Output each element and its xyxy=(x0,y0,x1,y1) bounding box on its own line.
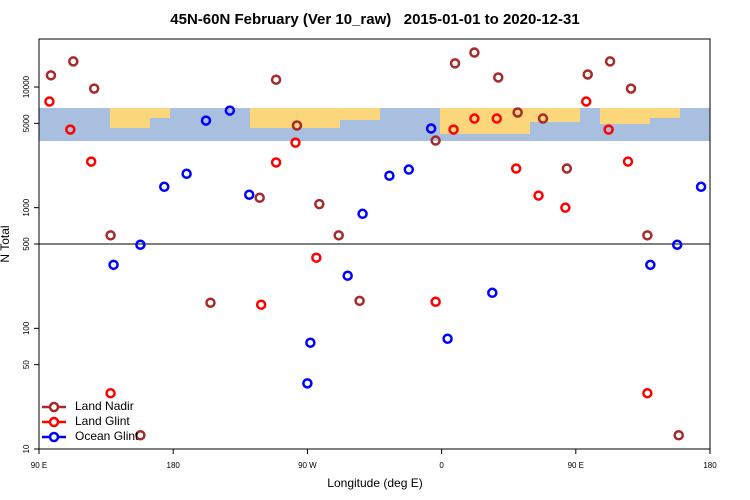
point xyxy=(533,190,544,201)
point xyxy=(449,58,461,69)
point xyxy=(403,164,415,175)
point xyxy=(645,259,656,271)
point xyxy=(384,170,395,181)
point xyxy=(270,157,282,168)
point xyxy=(580,96,592,107)
legend-label: Land Nadir xyxy=(75,399,134,413)
y-tick-label: 5000 xyxy=(22,114,31,132)
point xyxy=(671,239,683,250)
point xyxy=(291,120,303,131)
point xyxy=(491,113,503,124)
map-land xyxy=(110,108,680,134)
point xyxy=(469,113,480,124)
point xyxy=(224,105,236,116)
x-tick-label: 180 xyxy=(703,461,717,470)
point xyxy=(673,430,684,441)
y-tick-label: 10 xyxy=(22,444,31,453)
point xyxy=(642,230,653,241)
y-tick-label: 50 xyxy=(22,360,31,369)
point xyxy=(135,430,146,441)
point xyxy=(642,387,653,399)
legend-label: Ocean Glint xyxy=(75,429,139,443)
point xyxy=(561,163,573,174)
point xyxy=(243,189,255,200)
legend-label: Land Glint xyxy=(75,414,130,428)
point xyxy=(44,96,55,107)
point xyxy=(357,208,368,220)
point xyxy=(205,297,216,308)
point xyxy=(333,230,344,241)
x-tick-label: 90 E xyxy=(568,461,584,470)
point xyxy=(448,124,459,135)
legend-marker xyxy=(48,401,60,413)
x-tick-label: 90 W xyxy=(298,461,317,470)
y-tick-label: 500 xyxy=(22,237,31,251)
x-tick-label: 0 xyxy=(439,461,444,470)
point xyxy=(290,137,301,148)
point xyxy=(342,270,353,281)
point xyxy=(314,198,325,210)
point xyxy=(354,295,365,307)
point xyxy=(425,123,437,134)
point xyxy=(305,337,316,348)
point xyxy=(311,252,322,263)
point xyxy=(88,83,100,94)
y-tick-label: 100 xyxy=(22,321,31,335)
point xyxy=(45,70,57,81)
y-tick-label: 1000 xyxy=(22,198,31,216)
point xyxy=(625,83,637,94)
point xyxy=(105,230,116,241)
point xyxy=(135,239,146,250)
point xyxy=(85,156,97,167)
y-axis-label: N Total xyxy=(0,225,12,262)
legend-marker xyxy=(48,431,60,443)
point xyxy=(537,113,549,124)
point xyxy=(302,378,313,389)
point xyxy=(159,181,170,193)
point xyxy=(603,124,614,135)
point xyxy=(430,135,441,146)
point xyxy=(68,56,79,67)
point xyxy=(469,47,480,58)
point xyxy=(442,333,453,344)
chart-title: 45N-60N February (Ver 10_raw) 2015-01-01… xyxy=(170,11,579,28)
point xyxy=(487,287,498,299)
x-tick-label: 180 xyxy=(167,461,181,470)
point xyxy=(105,387,116,399)
x-tick-label: 90 E xyxy=(31,461,47,470)
point xyxy=(582,69,593,80)
point xyxy=(181,168,192,180)
legend-marker xyxy=(48,416,60,428)
point xyxy=(512,107,523,118)
point xyxy=(65,124,76,135)
y-tick-label: 10000 xyxy=(22,75,31,98)
point xyxy=(108,259,119,271)
point xyxy=(695,181,707,193)
point xyxy=(560,202,571,213)
point xyxy=(200,115,212,126)
point xyxy=(493,72,504,83)
x-axis-label: Longitude (deg E) xyxy=(327,476,422,490)
point xyxy=(622,156,634,167)
point xyxy=(510,163,522,174)
point xyxy=(270,74,282,85)
point xyxy=(254,192,265,203)
point xyxy=(430,296,441,308)
point xyxy=(255,299,267,310)
point xyxy=(604,56,616,67)
